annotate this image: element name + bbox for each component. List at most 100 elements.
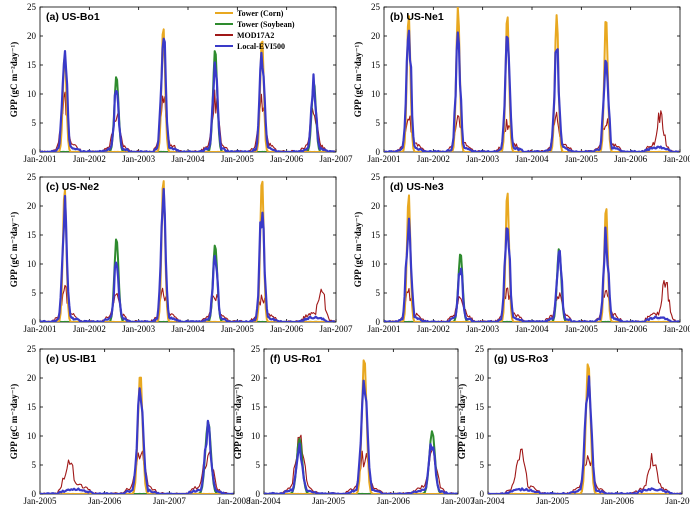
x-tick-label: Jan-2005 — [221, 324, 254, 334]
x-tick-label: Jan-2006 — [377, 496, 410, 506]
y-tick-label: 5 — [376, 118, 381, 128]
panel-label: (f) US-Ro1 — [270, 353, 321, 365]
y-tick-label: 20 — [27, 31, 37, 41]
y-axis-label: GPP (gC m⁻²day⁻¹) — [233, 384, 243, 459]
y-tick-label: 10 — [27, 89, 37, 99]
panel-6: 0 5 10 15 20 25 Jan-2004 Jan-2005 Jan-2006 Jan-20… — [233, 344, 475, 506]
y-tick-label: 5 — [256, 460, 261, 470]
x-tick-label: Jan-2004 — [472, 496, 505, 506]
x-tick-label: Jan-2006 — [614, 154, 647, 164]
x-tick-label: Jan-2003 — [466, 154, 499, 164]
x-tick-label: Jan-2006 — [270, 154, 303, 164]
panel-3: 0 5 10 15 20 25 Jan-2001 Jan-2002 Jan-2003 Jan-20… — [9, 172, 353, 334]
x-tick-label: Jan-2007 — [442, 496, 475, 506]
panel-2: 0 5 10 15 20 25 Jan-2001 Jan-2002 Jan-2003 Jan-20… — [353, 2, 690, 164]
series-tower-corn — [40, 28, 336, 152]
x-tick-label: Jan-2006 — [270, 324, 303, 334]
panel-5: 0 5 10 15 20 25 Jan-2005 Jan-2006 Jan-2007 Jan-20… — [9, 344, 251, 506]
series-tower-corn — [384, 192, 680, 322]
y-tick-label: 10 — [371, 259, 381, 269]
x-tick-label: Jan-2004 — [516, 154, 549, 164]
y-tick-label: 20 — [475, 373, 485, 383]
y-tick-label: 10 — [475, 431, 485, 441]
legend: Tower (Corn) Tower (Soybean) MOD17A2 Local-… — [215, 9, 295, 51]
y-tick-label: 25 — [27, 344, 37, 354]
y-tick-label: 15 — [371, 230, 381, 240]
series-mod17a2 — [40, 284, 336, 322]
x-tick-label: Jan-2001 — [24, 324, 57, 334]
y-tick-label: 20 — [27, 201, 37, 211]
panel-label: (d) US-Ne3 — [390, 181, 444, 193]
y-tick-label: 20 — [371, 201, 381, 211]
x-tick-label: Jan-2007 — [320, 154, 353, 164]
y-tick-label: 20 — [27, 373, 37, 383]
panel-label: (c) US-Ne2 — [46, 181, 99, 193]
x-tick-label: Jan-2007 — [320, 324, 353, 334]
y-tick-label: 5 — [376, 288, 381, 298]
y-tick-label: 25 — [371, 172, 381, 182]
y-axis-label: GPP (gC m⁻²day⁻¹) — [353, 42, 363, 117]
y-axis-label: GPP (gC m⁻²day⁻¹) — [9, 384, 19, 459]
series-local-evi500 — [488, 375, 682, 494]
y-tick-label: 0 — [256, 489, 261, 499]
x-tick-label: Jan-2005 — [536, 496, 569, 506]
x-tick-label: Jan-2004 — [172, 324, 205, 334]
y-axis-label: GPP (gC m⁻²day⁻¹) — [9, 212, 19, 287]
x-tick-label: Jan-2003 — [122, 154, 155, 164]
series-local-evi500 — [40, 187, 336, 322]
panel-label: (g) US-Ro3 — [494, 353, 548, 365]
legend-entry: MOD17A2 — [237, 31, 274, 40]
y-tick-label: 0 — [376, 147, 381, 157]
series-local-evi500 — [264, 379, 458, 494]
y-tick-label: 25 — [27, 172, 37, 182]
y-tick-label: 20 — [251, 373, 261, 383]
y-tick-label: 15 — [475, 402, 485, 412]
y-tick-label: 15 — [371, 60, 381, 70]
y-tick-label: 15 — [27, 60, 37, 70]
x-tick-label: Jan-2004 — [516, 324, 549, 334]
y-tick-label: 5 — [32, 118, 37, 128]
panel-1: 0 5 10 15 20 25 Jan-2001 Jan-2002 Jan-2003 Jan-20… — [9, 2, 353, 164]
y-tick-label: 10 — [371, 89, 381, 99]
series-local-evi500 — [384, 217, 680, 322]
y-tick-label: 15 — [251, 402, 261, 412]
y-tick-label: 0 — [32, 147, 37, 157]
x-tick-label: Jan-2001 — [368, 154, 401, 164]
axes-frame — [383, 6, 681, 153]
series-tower-soybean — [40, 238, 336, 322]
x-tick-label: Jan-2003 — [122, 324, 155, 334]
x-tick-label: Jan-2006 — [88, 496, 121, 506]
series-local-evi500 — [40, 37, 336, 152]
y-tick-label: 25 — [371, 2, 381, 12]
x-tick-label: Jan-2006 — [601, 496, 634, 506]
series-tower-corn — [384, 7, 680, 152]
x-tick-label: Jan-2004 — [172, 154, 205, 164]
series-mod17a2 — [384, 279, 680, 322]
y-tick-label: 25 — [27, 2, 37, 12]
series-local-evi500 — [384, 29, 680, 152]
x-tick-label: Jan-2005 — [312, 496, 345, 506]
y-tick-label: 0 — [480, 489, 485, 499]
x-tick-label: Jan-2002 — [417, 154, 450, 164]
y-tick-label: 5 — [32, 288, 37, 298]
panel-7: 0 5 10 15 20 25 Jan-2004 Jan-2005 Jan-2006 Jan-20… — [457, 344, 690, 506]
series-tower-soybean — [384, 248, 680, 322]
y-tick-label: 25 — [475, 344, 485, 354]
x-tick-label: Jan-2002 — [417, 324, 450, 334]
y-tick-label: 20 — [371, 31, 381, 41]
series-mod17a2 — [384, 110, 680, 152]
x-tick-label: Jan-2007 — [664, 154, 690, 164]
x-tick-label: Jan-2005 — [24, 496, 57, 506]
x-tick-label: Jan-2005 — [565, 324, 598, 334]
series-local-evi500 — [40, 387, 234, 494]
y-tick-label: 0 — [376, 317, 381, 327]
series-tower-soybean — [40, 50, 336, 152]
y-axis-label: GPP (gC m⁻²day⁻¹) — [457, 384, 467, 459]
panel-label: (b) US-Ne1 — [390, 11, 444, 23]
x-tick-label: Jan-2007 — [153, 496, 186, 506]
y-tick-label: 0 — [32, 317, 37, 327]
x-tick-label: Jan-2003 — [466, 324, 499, 334]
series-tower-corn — [40, 180, 336, 322]
axes-frame — [487, 348, 683, 495]
panel-label: (e) US-IB1 — [46, 353, 96, 365]
